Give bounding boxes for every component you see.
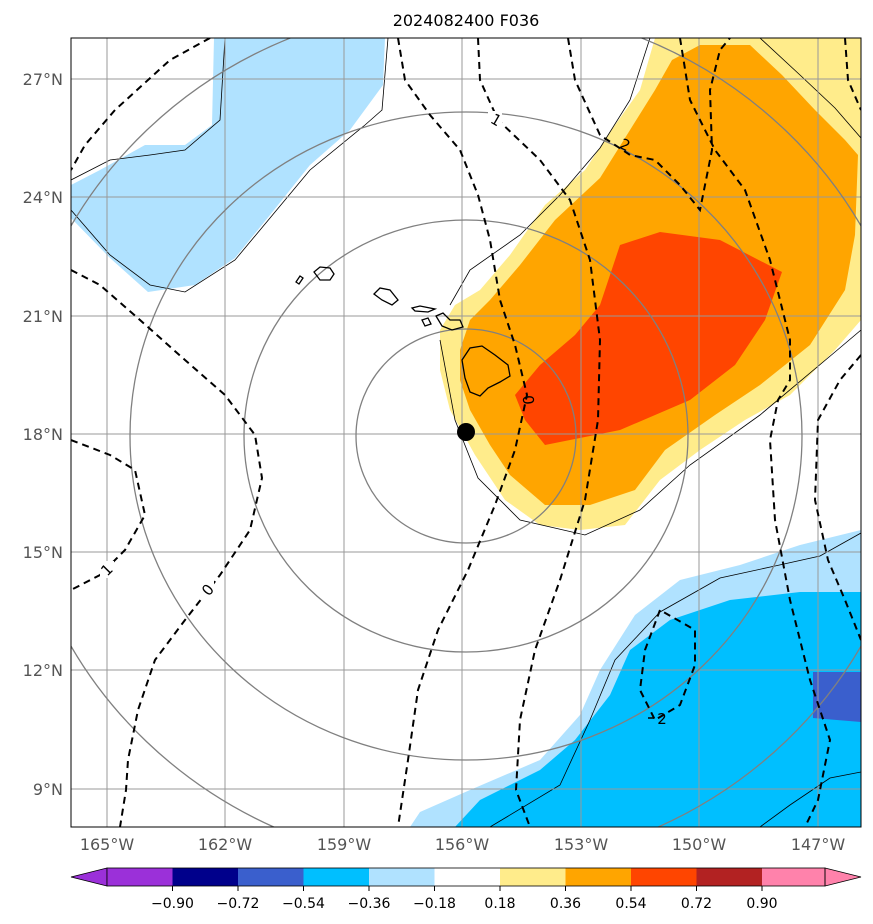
range-rings bbox=[71, 38, 861, 827]
graticule bbox=[71, 38, 861, 827]
colorbar-swatch bbox=[369, 868, 435, 886]
island-hawaii bbox=[461, 345, 511, 397]
island-niihau bbox=[295, 275, 304, 285]
colorbar-tick-label: −0.54 bbox=[282, 896, 325, 912]
negative-anomaly-se-mid bbox=[455, 592, 861, 827]
lon-label: 165°W bbox=[80, 835, 135, 854]
island-molokai bbox=[410, 305, 438, 313]
hawaiian-islands bbox=[295, 266, 511, 397]
colorbar-tick-label: 0.18 bbox=[484, 896, 515, 912]
lat-label: 12°N bbox=[23, 661, 63, 680]
colorbar-tick-label: 0.72 bbox=[681, 896, 712, 912]
contour-label: 0 bbox=[519, 394, 538, 405]
lon-label: 159°W bbox=[317, 835, 372, 854]
map-area: 1 2 0 1 0 2 bbox=[71, 38, 861, 827]
lat-label: 27°N bbox=[23, 70, 63, 89]
colorbar-tick-label: −0.18 bbox=[413, 896, 456, 912]
island-kauai bbox=[313, 266, 335, 281]
lon-label: 147°W bbox=[791, 835, 846, 854]
colorbar-swatch bbox=[762, 868, 825, 886]
lon-label: 162°W bbox=[198, 835, 253, 854]
lon-label: 156°W bbox=[435, 835, 490, 854]
lat-label: 9°N bbox=[33, 780, 63, 799]
positive-anomaly-high bbox=[515, 232, 782, 445]
lon-label: 153°W bbox=[554, 835, 609, 854]
lat-label: 24°N bbox=[23, 188, 63, 207]
map-title: 2024082400 F036 bbox=[393, 11, 540, 30]
lon-labels: 165°W 162°W 159°W 156°W 153°W 150°W 147°… bbox=[80, 835, 846, 854]
colorbar-tick-label: 0.36 bbox=[550, 896, 581, 912]
lat-label: 15°N bbox=[23, 543, 63, 562]
island-lanai bbox=[421, 317, 432, 327]
colorbar-swatch bbox=[238, 868, 304, 886]
negative-anomaly-nw bbox=[71, 38, 385, 292]
colorbar-tick-label: −0.90 bbox=[151, 896, 194, 912]
island-maui bbox=[435, 312, 464, 331]
colorbar-underflow-arrow bbox=[70, 867, 108, 887]
colorbar-swatch bbox=[565, 868, 631, 886]
island-oahu bbox=[373, 287, 399, 306]
colorbar-swatch bbox=[434, 868, 500, 886]
map-frame bbox=[70, 37, 862, 828]
contour-label: 2 bbox=[657, 710, 667, 728]
lat-label: 21°N bbox=[23, 307, 63, 326]
colorbar-swatch bbox=[172, 868, 238, 886]
colorbar-swatch bbox=[631, 868, 697, 886]
colorbar: −0.90 −0.72 −0.54 −0.36 −0.18 0.18 0.36 … bbox=[70, 867, 862, 912]
storm-center-marker bbox=[457, 423, 475, 441]
lat-label: 18°N bbox=[23, 425, 63, 444]
lat-labels: 27°N 24°N 21°N 18°N 15°N 12°N 9°N bbox=[23, 70, 63, 799]
colorbar-tick-label: 0.90 bbox=[746, 896, 777, 912]
colorbar-swatch bbox=[303, 868, 369, 886]
lon-label: 150°W bbox=[672, 835, 727, 854]
colorbar-tick-label: −0.36 bbox=[348, 896, 391, 912]
colorbar-tick-label: 0.54 bbox=[615, 896, 646, 912]
colorbar-overflow-arrow bbox=[824, 867, 862, 887]
colorbar-tick-label: −0.72 bbox=[217, 896, 260, 912]
colorbar-swatch bbox=[500, 868, 566, 886]
colorbar-swatch bbox=[696, 868, 762, 886]
negative-anomaly-se-high bbox=[813, 672, 861, 722]
colorbar-swatch bbox=[107, 868, 173, 886]
